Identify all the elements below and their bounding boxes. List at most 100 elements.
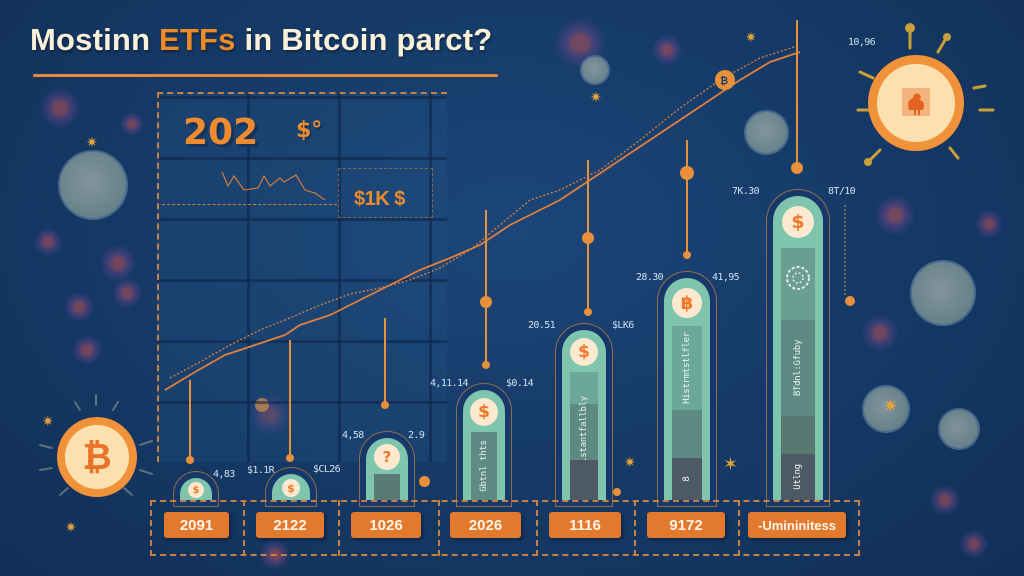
bar-segment: [781, 248, 815, 320]
dot-decoration: [845, 296, 855, 306]
bar-value-label: 28.30: [636, 272, 664, 283]
flower-decoration: [975, 210, 1003, 238]
bitcoin-medallion: ₿: [57, 417, 137, 497]
bar-9172[interactable]: ฿ Histrmtstlfler 8: [664, 278, 710, 500]
dot-decoration: [419, 476, 430, 487]
year-label-2026[interactable]: 2026: [450, 512, 521, 538]
bar-value-label: 4,11.14: [430, 378, 469, 389]
x-axis-cell: [150, 500, 245, 556]
year-label-1116[interactable]: 1116: [549, 512, 621, 538]
globe-icon: [938, 408, 980, 450]
bar-base-mark: Utlng: [793, 464, 803, 490]
bar-caption: BTdnl:Gfuby: [793, 339, 803, 397]
dollar-icon: $: [282, 479, 300, 497]
star-icon: ✷: [624, 454, 636, 470]
bar-segment: 8: [672, 458, 702, 500]
divider: [162, 204, 337, 205]
bar-2026[interactable]: $ Gbtnl thts: [463, 390, 505, 500]
dollar-icon: $: [188, 482, 204, 498]
rooster-emblem-icon: [877, 64, 955, 142]
flower-decoration: [112, 278, 142, 308]
bar-value-label: 4,83: [213, 469, 235, 480]
bar-value-label: 4,58: [342, 430, 364, 441]
bar-segment: [570, 460, 598, 500]
title-highlight: ETFs: [159, 22, 236, 57]
bar-segment: [781, 416, 815, 454]
flower-decoration: [960, 530, 988, 558]
emblem-medallion: [868, 55, 964, 151]
flower-decoration: [652, 35, 682, 65]
bar-value-label: 8T/10: [828, 186, 856, 197]
bar-value-label: 7K.30: [732, 186, 760, 197]
year-label-2122[interactable]: 2122: [256, 512, 324, 538]
bar-segment: Utlng: [781, 454, 815, 500]
title-underline: [33, 74, 498, 77]
flower-decoration: [40, 88, 80, 128]
year-label-1026[interactable]: 1026: [351, 512, 421, 538]
svg-text:₿: ₿: [720, 75, 728, 87]
x-axis-cell: [636, 500, 740, 556]
dollar-icon: $: [782, 206, 814, 238]
inset-grid-panel: [157, 92, 447, 462]
star-icon: ✷: [883, 396, 899, 416]
bar-caption: Histrmtstlfler: [682, 332, 692, 404]
flower-decoration: [34, 228, 62, 256]
bar-value-label: 2.9: [408, 430, 425, 441]
flower-decoration: [862, 315, 898, 351]
corner-value: 10,96: [848, 37, 876, 48]
bar-1116[interactable]: $ Hlstantfallbly: [562, 330, 606, 500]
x-axis-cell: [440, 500, 538, 556]
question-icon: ?: [374, 444, 400, 470]
x-axis-cell: [245, 500, 340, 556]
bar-value-label: $1.1R: [247, 465, 275, 476]
bar-base-mark: 8: [682, 476, 692, 482]
flower-decoration: [875, 195, 915, 235]
x-axis-cell: [538, 500, 636, 556]
bar-segment: [570, 372, 598, 404]
star-icon: ✷: [65, 519, 77, 535]
bar-1026[interactable]: ?: [366, 438, 408, 500]
bar-segment: [672, 410, 702, 458]
flower-decoration: [120, 112, 144, 136]
gear-dollar-icon: $°: [296, 118, 323, 143]
flower-decoration: [72, 335, 102, 365]
flower-decoration: [100, 245, 136, 281]
year-label-uminintess[interactable]: -Umininitess: [748, 512, 846, 538]
bar-2122[interactable]: $: [272, 474, 310, 500]
bar-value-label: 41,95: [712, 272, 740, 283]
bar-segment: [374, 474, 400, 500]
star-icon: ✷: [745, 29, 757, 45]
bitcoin-coin-icon: ฿: [672, 288, 702, 318]
globe-icon: [910, 260, 976, 326]
year-label-9172[interactable]: 9172: [647, 512, 725, 538]
bar-value-label: $LK6: [612, 320, 634, 331]
dollar-icon: $: [470, 398, 498, 426]
price-label: $1K $: [354, 188, 405, 210]
dollar-icon: $: [570, 338, 598, 366]
bitcoin-icon: ₿: [65, 425, 129, 489]
globe-icon: [580, 55, 610, 85]
bar-value-label: $0.14: [506, 378, 534, 389]
star-icon: ✷: [42, 413, 54, 429]
dot-decoration: [613, 488, 621, 496]
bar-2091[interactable]: $: [180, 478, 212, 500]
inset-subpanel: [338, 168, 433, 218]
globe-icon: [744, 110, 789, 155]
star-icon: ✶: [723, 454, 739, 474]
star-icon: ✷: [590, 89, 602, 105]
bar-segment: Histrmtstlfler: [672, 326, 702, 410]
star-icon: ✷: [86, 134, 98, 150]
bar-caption: Gbtnl thts: [479, 440, 489, 492]
bar-segment: BTdnl:Gfuby: [781, 320, 815, 416]
bar-value-label: 20.51: [528, 320, 556, 331]
bar-uminintess[interactable]: $ BTdnl:Gfuby Utlng: [773, 196, 823, 500]
year-label-2091[interactable]: 2091: [164, 512, 229, 538]
x-axis-cell: [340, 500, 440, 556]
flower-decoration: [930, 485, 960, 515]
bar-value-label: $CL26: [313, 464, 341, 475]
globe-icon: [58, 150, 128, 220]
bar-caption: Hlstantfallbly: [579, 396, 589, 468]
bar-segment: Hlstantfallbly: [570, 396, 598, 468]
network-icon: [786, 266, 810, 290]
